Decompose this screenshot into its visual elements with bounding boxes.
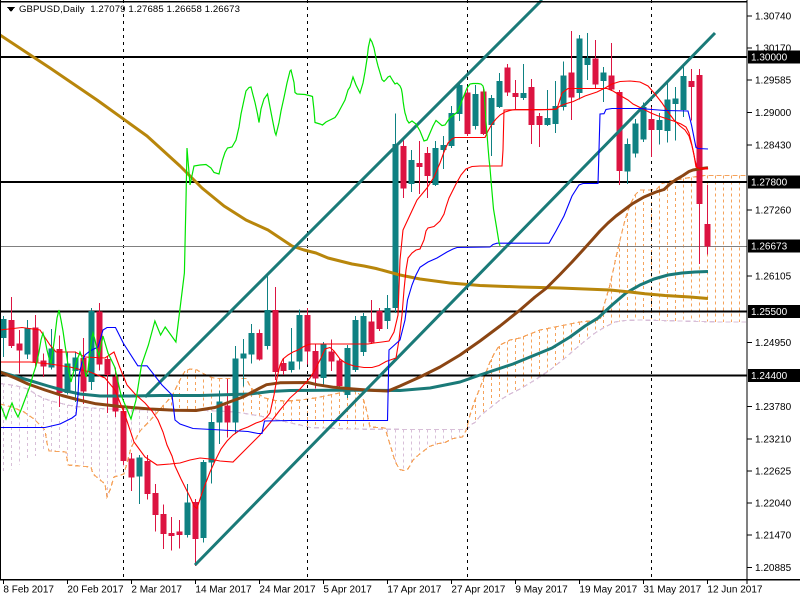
svg-text:1.22040: 1.22040 [755, 499, 792, 510]
svg-text:GBPUSD,Daily 1.27079 1.27685: GBPUSD,Daily 1.27079 1.27685 1.26658 1.2… [19, 4, 240, 15]
svg-text:24 Mar 2017: 24 Mar 2017 [259, 585, 316, 596]
svg-text:1.26105: 1.26105 [755, 272, 792, 283]
svg-text:9 May 2017: 9 May 2017 [515, 585, 568, 596]
svg-text:2 Mar 2017: 2 Mar 2017 [131, 585, 182, 596]
svg-text:1.22625: 1.22625 [755, 467, 792, 478]
svg-text:1.27800: 1.27800 [751, 178, 788, 189]
svg-text:1.24400: 1.24400 [751, 371, 788, 382]
svg-text:1.30000: 1.30000 [751, 53, 788, 64]
svg-text:5 Apr 2017: 5 Apr 2017 [323, 585, 372, 596]
svg-text:1.27260: 1.27260 [755, 206, 792, 217]
svg-text:1.29000: 1.29000 [755, 108, 792, 119]
svg-text:1.28430: 1.28430 [755, 141, 792, 152]
svg-text:20 Feb 2017: 20 Feb 2017 [67, 585, 124, 596]
svg-text:19 May 2017: 19 May 2017 [579, 585, 637, 596]
svg-text:12 Jun 2017: 12 Jun 2017 [707, 585, 762, 596]
svg-text:1.25500: 1.25500 [751, 307, 788, 318]
svg-text:1.30740: 1.30740 [755, 12, 792, 23]
svg-text:1.29585: 1.29585 [755, 76, 792, 87]
svg-text:1.30170: 1.30170 [755, 44, 792, 55]
svg-text:27 Apr 2017: 27 Apr 2017 [451, 585, 505, 596]
svg-text:8 Feb 2017: 8 Feb 2017 [3, 585, 54, 596]
svg-text:14 Mar 2017: 14 Mar 2017 [195, 585, 252, 596]
svg-text:1.21470: 1.21470 [755, 531, 792, 542]
svg-text:17 Apr 2017: 17 Apr 2017 [387, 585, 441, 596]
svg-text:1.23210: 1.23210 [755, 435, 792, 446]
svg-text:31 May 2017: 31 May 2017 [643, 585, 701, 596]
svg-text:1.23780: 1.23780 [755, 402, 792, 413]
svg-text:1.24950: 1.24950 [755, 338, 792, 349]
svg-text:1.20885: 1.20885 [755, 563, 792, 574]
svg-text:1.26673: 1.26673 [751, 242, 788, 253]
